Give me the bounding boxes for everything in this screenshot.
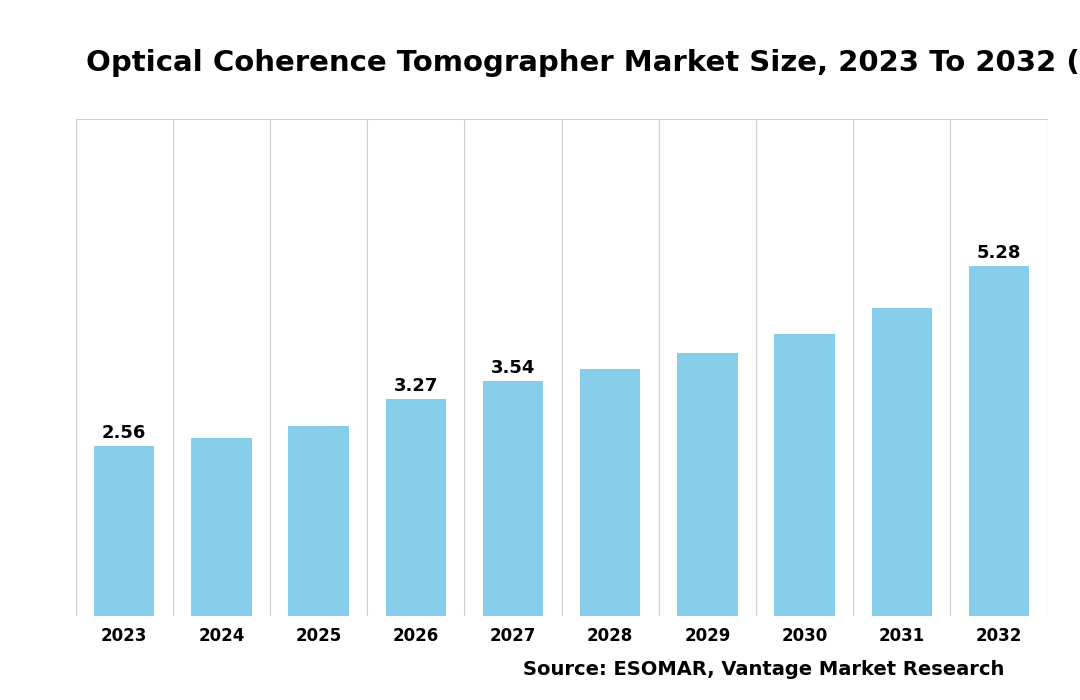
Bar <box>580 369 640 616</box>
Text: 2.56: 2.56 <box>102 424 147 442</box>
Bar <box>872 308 932 616</box>
Bar <box>677 353 738 616</box>
Text: Source: ESOMAR, Vantage Market Research: Source: ESOMAR, Vantage Market Research <box>523 660 1004 679</box>
Bar <box>969 266 1029 616</box>
Bar <box>191 438 252 616</box>
Bar <box>774 335 835 616</box>
Bar <box>386 399 446 616</box>
Text: 3.27: 3.27 <box>393 377 438 395</box>
Bar <box>288 426 349 616</box>
Bar <box>483 382 543 616</box>
Text: 3.54: 3.54 <box>490 359 536 377</box>
Text: 5.28: 5.28 <box>976 244 1022 262</box>
Bar <box>94 447 154 616</box>
Text: Optical Coherence Tomographer Market Size, 2023 To 2032 (USD Billion): Optical Coherence Tomographer Market Siz… <box>86 49 1080 77</box>
